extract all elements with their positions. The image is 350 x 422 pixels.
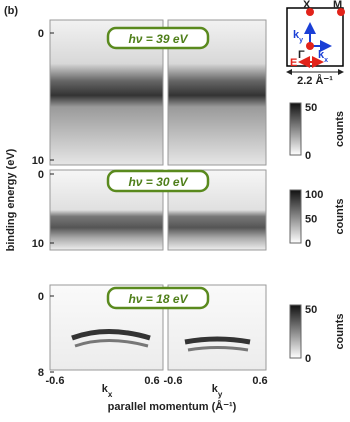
y-tick-label: 0 (38, 169, 44, 181)
k: k (102, 383, 109, 395)
k: k (212, 383, 219, 395)
colorbar-tick-label: 0 (305, 150, 311, 162)
colorbar-label: counts (334, 198, 346, 234)
x-tick-label: ky (212, 383, 223, 399)
kx-label: kx (318, 49, 328, 64)
y-axis-label: binding energy (eV) (5, 148, 17, 251)
ky-label: ky (293, 29, 303, 44)
k: k (293, 29, 300, 41)
photon-label: hν = 30 eV (128, 175, 188, 189)
band (187, 346, 249, 352)
colorbar (289, 189, 302, 244)
bz-inset: X̄ M̄ Γ ky kx E 2.2 Å⁻¹ (286, 0, 345, 87)
k: k (318, 49, 325, 61)
colorbar (289, 304, 302, 359)
x-point (306, 8, 314, 16)
colorbar-label: counts (334, 111, 346, 147)
colorbar-tick-label: 50 (305, 304, 317, 316)
x-tick-label: kx (102, 383, 113, 399)
y-tick-label: 0 (38, 28, 44, 40)
colorbar-tick-label: 0 (305, 353, 311, 365)
colorbar-tick-label: 50 (305, 214, 317, 226)
figure-label: (b) (4, 5, 18, 17)
band (184, 336, 251, 345)
e-label: E (290, 57, 297, 69)
x-axis-label: parallel momentum (Å⁻¹) (108, 400, 237, 413)
label-box (106, 169, 210, 193)
rows: 0 10 hν = 39 eV 50 0 counts 0 10 hν = 30 eV 100 50… (32, 26, 346, 379)
m-point (337, 8, 345, 16)
band (74, 339, 149, 348)
sub: x (108, 390, 113, 399)
x-tick-label: -0.6 (46, 375, 65, 387)
colorbar (289, 102, 302, 156)
m-point-label: M̄ (333, 0, 342, 11)
gamma-label: Γ (298, 49, 305, 61)
gamma-point (306, 42, 314, 50)
label-box (106, 286, 210, 310)
x-point-label: X̄ (303, 0, 311, 11)
colorbar-label: counts (334, 313, 346, 349)
photon-label: hν = 18 eV (128, 292, 188, 306)
colorbar-tick-label: 0 (305, 238, 311, 250)
sub: y (299, 37, 303, 44)
y-tick-label: 8 (38, 367, 44, 379)
y-tick-label: 0 (38, 291, 44, 303)
band (71, 329, 151, 341)
x-tick-label: 0.6 (252, 375, 267, 387)
scale-label: 2.2 Å⁻¹ (297, 74, 333, 87)
sub: y (218, 390, 223, 399)
x-tick-label: 0.6 (144, 375, 159, 387)
sub: x (324, 57, 328, 64)
y-tick-label: 10 (32, 238, 44, 250)
photon-label: hν = 39 eV (128, 32, 188, 46)
colorbar-tick-label: 100 (305, 189, 323, 201)
x-tick-label: -0.6 (164, 375, 183, 387)
label-box (106, 26, 210, 50)
colorbar-tick-label: 50 (305, 102, 317, 114)
y-tick-label: 10 (32, 155, 44, 167)
panels (49, 19, 267, 371)
